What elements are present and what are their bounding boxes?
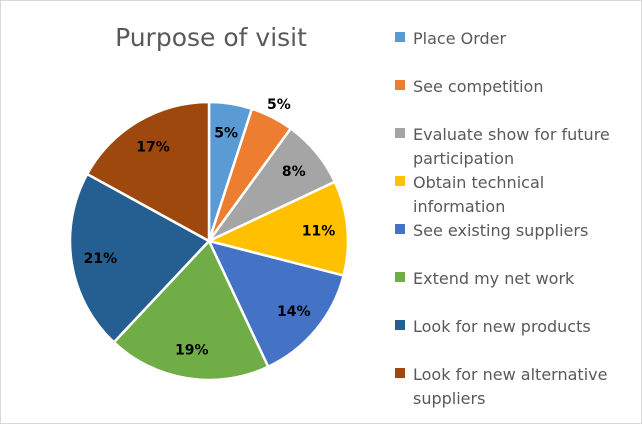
- pie-slice: [112, 239, 270, 382]
- legend-label: Evaluate show for future participation: [413, 125, 610, 168]
- legend-swatch: [395, 224, 405, 234]
- data-label: 17%: [136, 139, 170, 155]
- legend-swatch: [395, 128, 405, 138]
- legend-label: Look for new alternative suppliers: [413, 365, 608, 408]
- legend-swatch: [395, 272, 405, 282]
- legend-label: Look for new products: [413, 317, 591, 336]
- data-label: 8%: [282, 164, 306, 180]
- legend-swatch: [395, 32, 405, 42]
- data-label: 21%: [84, 251, 118, 267]
- legend-swatch: [395, 176, 405, 186]
- legend-label: See existing suppliers: [413, 221, 589, 240]
- legend-label: Extend my net work: [413, 269, 575, 288]
- chart-title: Purpose of visit: [115, 23, 307, 52]
- pie-slice: [207, 180, 350, 277]
- legend-label: Obtain technical information: [413, 173, 545, 216]
- data-label: 5%: [267, 97, 291, 113]
- legend-swatch: [395, 80, 405, 90]
- legend-swatch: [395, 320, 405, 330]
- legend-label: See competition: [413, 77, 544, 96]
- data-label: 14%: [277, 304, 311, 320]
- pie-slice: [85, 100, 211, 243]
- data-label: 5%: [214, 125, 238, 141]
- data-label: 19%: [175, 343, 209, 359]
- pie-slice: [207, 239, 345, 369]
- pie-slice: [68, 172, 211, 344]
- legend-label: Place Order: [413, 29, 507, 48]
- data-label: 11%: [302, 224, 336, 240]
- legend-swatch: [395, 368, 405, 378]
